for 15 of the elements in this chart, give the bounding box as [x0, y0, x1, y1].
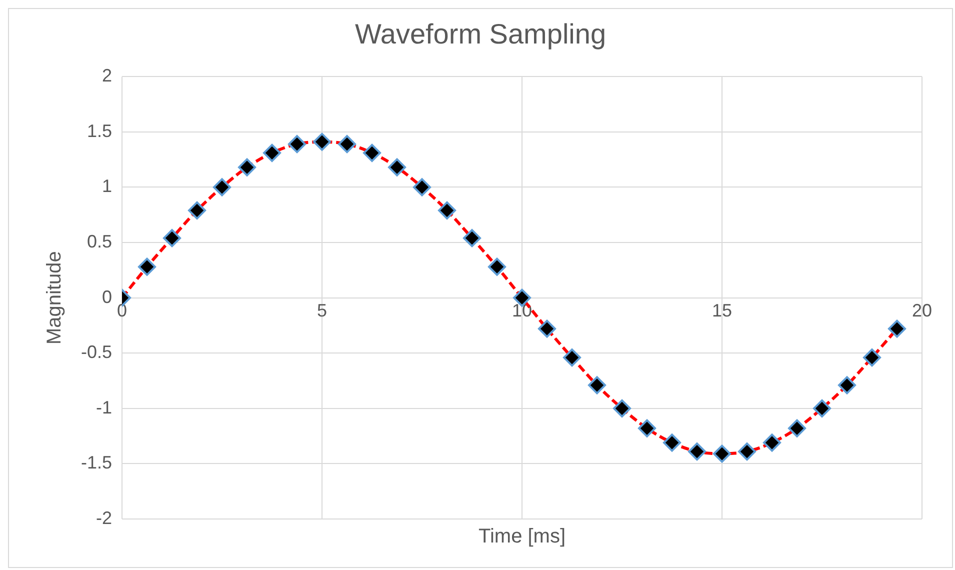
x-tick-label: 20	[912, 300, 932, 321]
y-tick-label: -1	[96, 397, 112, 418]
y-tick-label: 1	[102, 176, 112, 196]
x-axis-title: Time [ms]	[478, 526, 566, 548]
x-tick-label: 5	[317, 300, 328, 321]
x-tick-label: 15	[712, 300, 732, 321]
y-tick-label: 0	[102, 286, 112, 307]
y-tick-label: 2	[102, 66, 112, 86]
y-tick-label: -0.5	[80, 342, 112, 362]
chart-title: Waveform Sampling	[354, 18, 606, 50]
y-tick-label: -1.5	[80, 452, 112, 473]
y-tick-label: 1.5	[86, 120, 112, 141]
y-axis-title: Magnitude	[44, 251, 66, 345]
y-tick-label: -2	[96, 508, 112, 528]
y-tick-label: 0.5	[86, 231, 112, 252]
